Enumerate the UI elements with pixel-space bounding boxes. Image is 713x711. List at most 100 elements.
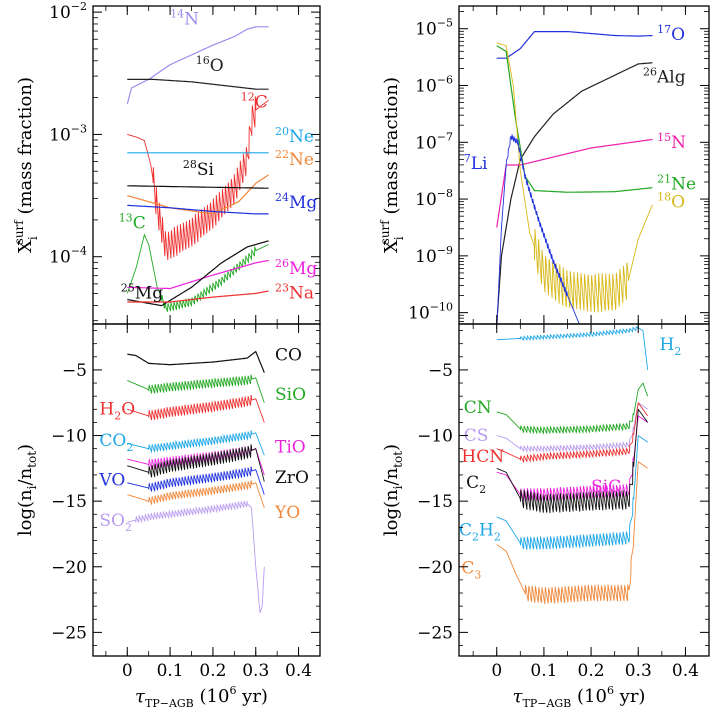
y-tick-label: −5 — [62, 361, 87, 381]
series-line-21Ne — [496, 45, 653, 193]
series-label-23Na: 23Na — [275, 281, 314, 303]
series-group-top-left — [126, 26, 269, 312]
series-label-25Mg: 25Mg — [121, 281, 163, 303]
y-tick-label: 10−8 — [415, 187, 453, 210]
series-label-CN: CN — [464, 398, 492, 418]
y-tick-label: −15 — [51, 492, 87, 512]
panel-frame-bottom-right — [458, 323, 710, 657]
x-tick-label: 0.2 — [578, 661, 605, 681]
series-group-bottom-left — [127, 350, 265, 614]
series-label-C3: C3 — [461, 558, 481, 581]
y-axis-label-top-left: Xisurf (mass fraction) — [12, 77, 40, 253]
series-label-ZrO: ZrO — [275, 468, 309, 488]
series-label-CS: CS — [464, 426, 489, 446]
series-label-CO: CO — [275, 346, 302, 366]
x-tick-label: 0.3 — [242, 661, 269, 681]
y-tick-label: 10−5 — [415, 17, 453, 40]
y-tick-label: −25 — [51, 623, 87, 643]
x-tick-label: 0.2 — [199, 661, 226, 681]
series-line-CS — [496, 402, 649, 453]
series-line-CO2 — [127, 430, 265, 456]
series-label-24Mg: 24Mg — [275, 191, 317, 213]
series-group-top-right — [496, 31, 653, 324]
series-line-ZrO — [127, 444, 265, 482]
series-group-bottom-right — [496, 326, 649, 605]
panel-frame-bottom-left — [92, 323, 321, 657]
series-line-HCN — [496, 402, 649, 464]
series-label-14N: 14N — [170, 7, 199, 29]
x-tick-label: 0 — [491, 661, 502, 681]
series-label-HCN: HCN — [461, 447, 504, 467]
series-label-16O: 16O — [196, 54, 224, 76]
series-line-C2H2 — [496, 435, 648, 550]
series-label-13C: 13C — [119, 212, 146, 234]
series-label-H2: H2 — [660, 335, 682, 358]
y-tick-label: −20 — [417, 558, 453, 578]
series-line-H2 — [496, 326, 649, 370]
x-tick-label: 0.1 — [157, 661, 184, 681]
y-tick-label: 10−6 — [415, 74, 453, 97]
series-label-12C: 12C — [241, 91, 268, 113]
y-tick-label: −10 — [417, 427, 453, 447]
series-label-CO2: CO2 — [99, 431, 133, 454]
series-line-23Na — [127, 290, 269, 303]
series-line-SO2 — [127, 500, 265, 614]
y-tick-label: 10−4 — [49, 245, 87, 268]
x-tick-label: 0 — [122, 661, 133, 681]
series-line-14N — [126, 26, 269, 104]
series-line-26Mg — [127, 259, 269, 290]
series-line-24Mg — [127, 204, 269, 215]
x-tick-label: 0.4 — [285, 661, 312, 681]
series-line-SiO — [127, 374, 265, 403]
x-tick-label: 0.3 — [625, 661, 652, 681]
y-tick-label: −20 — [51, 558, 87, 578]
panel-bottom-left: CO SiO H2O CO2 TiO ZrO VO YO SO2 −5 −10 −15 −20 −25 0 0… — [15, 323, 321, 710]
series-label-26Mg: 26Mg — [275, 257, 317, 279]
series-label-SiC: SiC — [591, 477, 621, 497]
series-label-SO2: SO2 — [99, 511, 132, 534]
panel-frame-top-right — [458, 5, 710, 325]
series-label-SiO: SiO — [275, 385, 306, 405]
y-axis-label-bottom-left: log(ni/ntot) — [15, 444, 39, 536]
series-label-H2O: H2O — [99, 400, 135, 423]
series-label-YO: YO — [274, 503, 300, 523]
series-line-16O — [127, 78, 269, 90]
series-label-20Ne: 20Ne — [275, 125, 314, 147]
series-label-26Alg: 26Alg — [643, 66, 686, 88]
series-label-C2: C2 — [466, 473, 486, 496]
y-tick-label: 10−10 — [408, 301, 453, 324]
x-tick-label: 0.4 — [672, 661, 699, 681]
series-label-15N: 15N — [657, 131, 686, 153]
series-line-25Mg — [127, 240, 269, 307]
y-tick-label: 10−9 — [415, 244, 453, 267]
y-tick-label: −10 — [51, 427, 87, 447]
series-line-18O — [496, 42, 653, 313]
series-label-22Ne: 22Ne — [275, 148, 314, 170]
series-label-17O: 17O — [657, 23, 685, 45]
series-line-17O — [496, 31, 653, 59]
x-tick-label: 0.1 — [530, 661, 557, 681]
y-axis-label-bottom-right: log(ni/ntot) — [381, 444, 405, 536]
x-axis-label-bottom-right: τTP−AGB (106 yr) — [513, 684, 646, 710]
series-label-18O: 18O — [657, 191, 685, 213]
series-label-28Si: 28Si — [183, 158, 215, 180]
series-line-C3 — [496, 461, 648, 605]
y-tick-label: 10−2 — [49, 0, 87, 23]
y-tick-label: −5 — [428, 361, 453, 381]
series-label-VO: VO — [98, 470, 125, 490]
y-tick-label: 10−3 — [49, 122, 87, 145]
series-label-C2H2: C2H2 — [459, 520, 501, 543]
y-tick-label: −15 — [417, 492, 453, 512]
series-line-H2O — [127, 394, 265, 423]
series-line-TiO — [127, 444, 265, 476]
series-line-26Alg — [496, 62, 653, 324]
series-line-YO — [127, 480, 265, 508]
series-line-12C — [127, 96, 269, 260]
series-line-7Li — [496, 133, 580, 324]
series-line-22Ne — [127, 174, 269, 215]
series-line-CO — [127, 350, 265, 373]
y-tick-label: 10−7 — [415, 130, 453, 153]
